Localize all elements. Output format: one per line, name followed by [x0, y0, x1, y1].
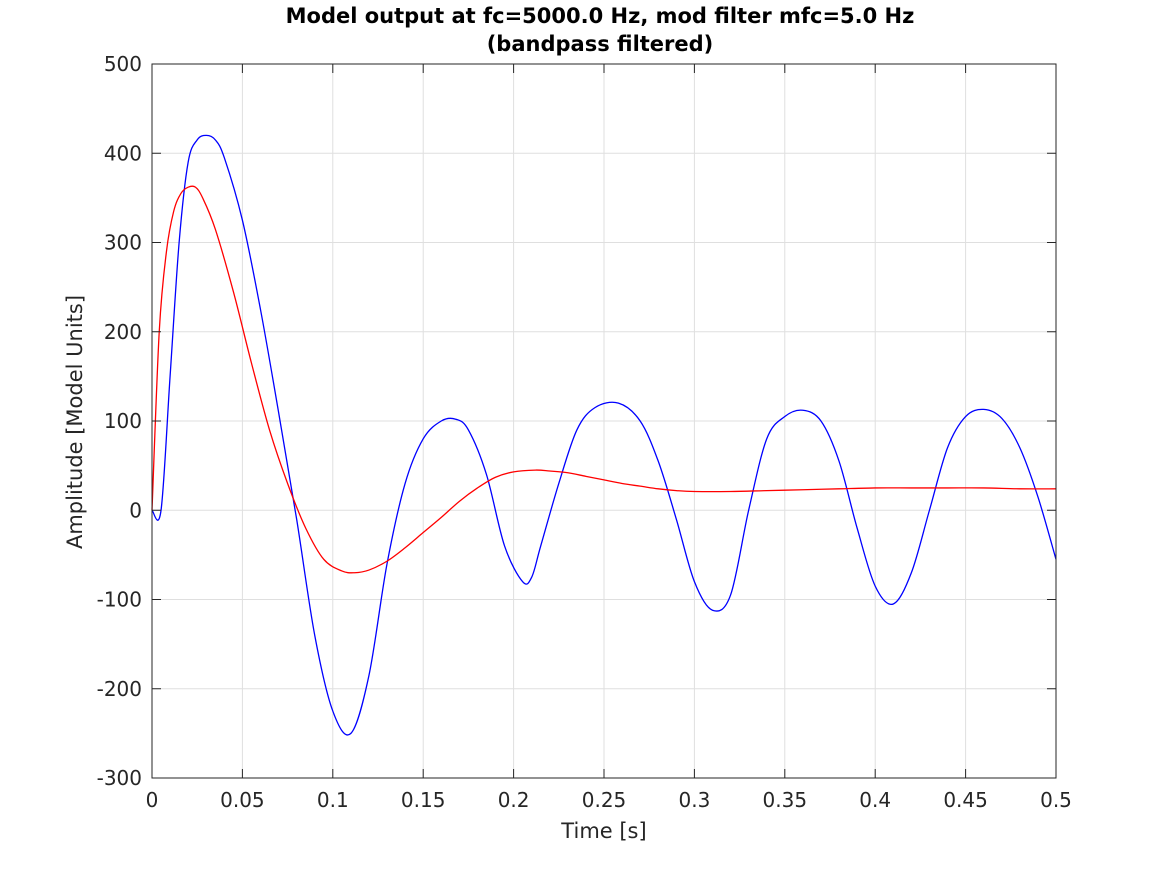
grid-lines	[151, 63, 1057, 779]
x-tick-label: 0.3	[678, 788, 710, 812]
series-line-blue	[151, 134, 1057, 736]
series-line-red	[151, 185, 1057, 574]
y-axis-label: Amplitude [Model Units]	[63, 295, 87, 549]
y-tick-label: 100	[104, 409, 142, 433]
y-tick-label: -200	[97, 677, 142, 701]
chart-title-line-1: Model output at fc=5000.0 Hz, mod filter…	[286, 4, 915, 28]
x-tick-label: 0.25	[582, 788, 627, 812]
chart-title-line-2: (bandpass filtered)	[487, 32, 714, 56]
x-tick-label: 0.05	[220, 788, 265, 812]
y-tick-label: 400	[104, 141, 142, 165]
y-tick-label: 500	[104, 52, 142, 76]
x-tick-label: 0.2	[498, 788, 530, 812]
y-tick-label: 200	[104, 320, 142, 344]
x-tick-label: 0.45	[943, 788, 988, 812]
y-tick-label: -300	[97, 766, 142, 790]
y-tick-label: -100	[97, 588, 142, 612]
y-tick-label: 0	[129, 498, 142, 522]
x-tick-label: 0.5	[1040, 788, 1072, 812]
x-tick-label: 0.4	[859, 788, 891, 812]
x-tick-label: 0.35	[763, 788, 808, 812]
x-tick-label: 0.15	[401, 788, 446, 812]
axis-ticks: 0 0.05 0.1 0.15 0.2 0.25 0.3 0.35 0.4 0.45 0.5 -300…	[97, 52, 1072, 812]
y-tick-label: 300	[104, 231, 142, 255]
plot-series	[151, 134, 1057, 736]
x-tick-label: 0.1	[317, 788, 349, 812]
x-tick-label: 0	[146, 788, 159, 812]
x-axis-label: Time [s]	[560, 819, 646, 843]
